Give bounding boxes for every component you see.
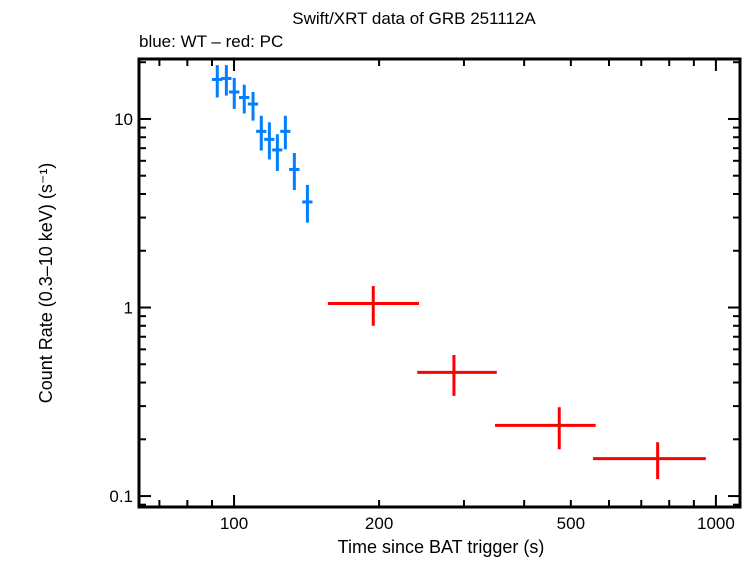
data-point xyxy=(272,134,283,171)
chart-subtitle: blue: WT – red: PC xyxy=(139,32,283,51)
data-point xyxy=(228,77,240,109)
plot-frame xyxy=(137,57,742,509)
data-point xyxy=(239,84,250,114)
data-point xyxy=(417,354,497,396)
y-axis-label: Count Rate (0.3–10 keV) (s⁻¹) xyxy=(36,163,56,404)
x-axis-label: Time since BAT trigger (s) xyxy=(338,537,545,557)
data-point xyxy=(280,115,291,150)
x-tick-label: 1000 xyxy=(697,514,735,533)
chart-title: Swift/XRT data of GRB 251112A xyxy=(292,9,536,28)
data-point xyxy=(264,122,275,160)
data-point xyxy=(211,65,223,98)
y-tick-label: 10 xyxy=(114,110,133,129)
x-tick-label: 500 xyxy=(557,514,585,533)
y-tick-label: 1 xyxy=(124,299,133,318)
data-point xyxy=(327,286,419,326)
data-point xyxy=(495,407,596,450)
data-point xyxy=(221,65,232,96)
data-point xyxy=(256,115,267,151)
data-point xyxy=(593,442,706,480)
axis-ticks xyxy=(139,59,740,507)
data-point xyxy=(289,152,300,191)
series-pc xyxy=(327,286,706,480)
series-wt xyxy=(211,65,313,223)
data-points xyxy=(211,65,706,480)
x-tick-label: 200 xyxy=(365,514,393,533)
y-tick-label: 0.1 xyxy=(109,487,133,506)
data-point xyxy=(302,184,313,223)
x-tick-label: 100 xyxy=(220,514,248,533)
data-point xyxy=(247,92,259,121)
tick-labels: 100 200 500 1000 0.1 1 10 xyxy=(109,110,734,533)
